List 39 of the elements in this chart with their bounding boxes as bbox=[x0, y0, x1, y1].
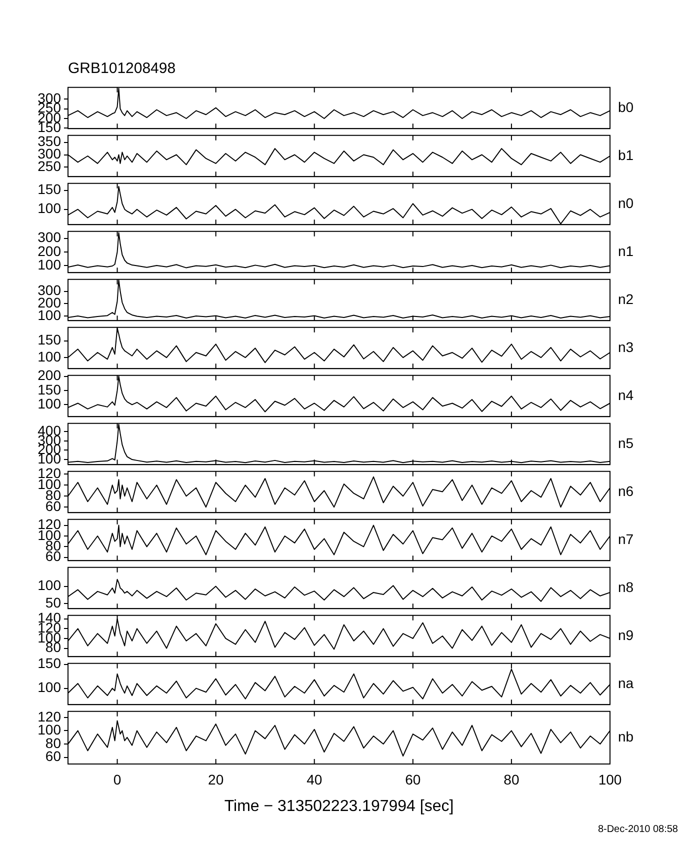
series-label: n2 bbox=[618, 290, 634, 307]
series-label: n4 bbox=[618, 386, 634, 403]
y-tick-label: 100 bbox=[38, 396, 62, 412]
series-label: n5 bbox=[618, 434, 634, 451]
y-tick-label: 100 bbox=[38, 577, 62, 594]
chart-title: GRB101208498 bbox=[68, 60, 176, 77]
series-label: b0 bbox=[618, 98, 634, 115]
series-label: na bbox=[618, 674, 634, 691]
x-tick-label: 80 bbox=[504, 771, 520, 788]
y-tick-label: 60 bbox=[45, 748, 62, 764]
y-tick-label: 150 bbox=[38, 655, 62, 672]
series-label: n8 bbox=[618, 578, 634, 595]
x-axis-title: Time − 313502223.197994 [sec] bbox=[224, 798, 454, 815]
series-label: n1 bbox=[618, 242, 634, 259]
y-tick-label: 100 bbox=[38, 679, 62, 696]
x-tick-label: 20 bbox=[208, 771, 224, 788]
series-label: nb bbox=[618, 728, 634, 745]
text: 8-Dec-2010 08:58 bbox=[598, 824, 678, 835]
y-tick-label: 120 bbox=[38, 708, 62, 724]
series-label: n3 bbox=[618, 338, 634, 355]
x-tick-label: 0 bbox=[113, 771, 122, 788]
y-tick-label: 100 bbox=[38, 200, 62, 216]
series-label: n9 bbox=[618, 626, 634, 643]
x-tick-label: 40 bbox=[306, 771, 322, 788]
y-tick-label: 200 bbox=[38, 367, 62, 384]
y-tick-label: 50 bbox=[45, 594, 62, 610]
series-label: n0 bbox=[618, 194, 634, 211]
y-tick-label: 100 bbox=[38, 348, 62, 364]
y-tick-label: 300 bbox=[38, 229, 62, 246]
y-tick-label: 150 bbox=[38, 332, 62, 348]
series-label: n7 bbox=[618, 530, 634, 547]
series-label: b1 bbox=[618, 146, 634, 163]
series-label: n6 bbox=[618, 482, 634, 499]
y-tick-label: 150 bbox=[38, 181, 62, 198]
x-tick-label: 100 bbox=[598, 771, 622, 788]
y-tick-label: 200 bbox=[38, 242, 62, 259]
x-tick-label: 60 bbox=[405, 771, 421, 788]
y-tick-label: 100 bbox=[38, 256, 62, 273]
y-tick-label: 150 bbox=[38, 381, 62, 398]
